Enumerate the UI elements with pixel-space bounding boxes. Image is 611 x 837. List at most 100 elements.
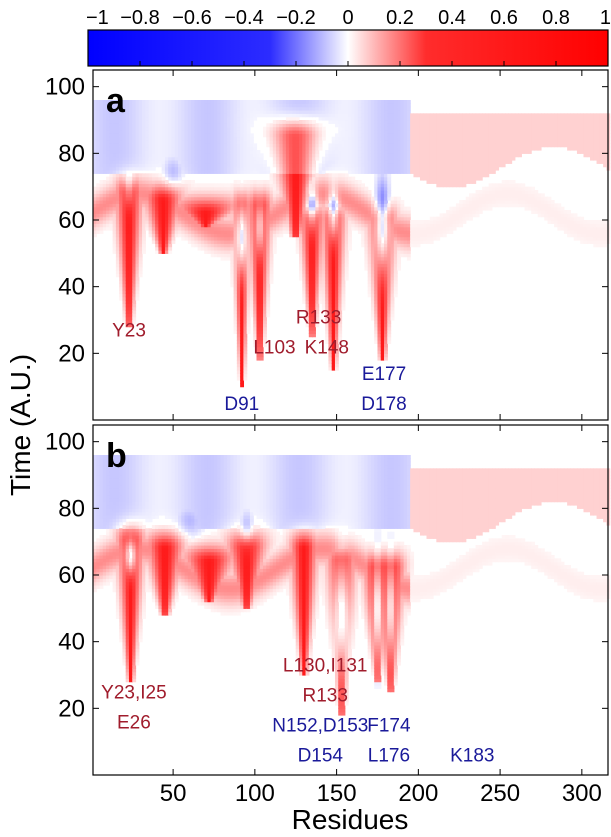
heatmap-cell — [178, 100, 182, 104]
heatmap-cell — [263, 163, 267, 168]
heatmap-cell — [164, 156, 169, 161]
heatmap-cell — [122, 210, 127, 214]
heatmap-cell — [115, 220, 120, 224]
heatmap-cell — [204, 213, 209, 218]
heatmap-cell — [158, 126, 163, 131]
heatmap-cell — [299, 173, 303, 178]
heatmap-cell — [276, 200, 280, 204]
heatmap-cell — [168, 223, 173, 228]
heatmap-cell — [168, 246, 173, 251]
heatmap-cell — [282, 140, 287, 144]
heatmap-cell — [135, 286, 140, 291]
heatmap-cell — [145, 120, 150, 124]
heatmap-cell — [213, 243, 218, 248]
heatmap-cell — [263, 183, 267, 188]
heatmap-cell — [128, 310, 133, 314]
heatmap-cell — [158, 243, 163, 248]
heatmap-cell — [217, 103, 222, 108]
heatmap-cell — [276, 213, 280, 218]
heatmap-cell — [279, 143, 284, 148]
heatmap-cell — [223, 123, 228, 128]
heatmap-cell — [155, 210, 159, 214]
heatmap-cell — [233, 136, 238, 141]
heatmap-cell — [197, 126, 202, 131]
heatmap-cell — [299, 146, 303, 151]
heatmap-cell — [207, 193, 212, 198]
heatmap-cell — [125, 293, 130, 298]
heatmap-cell — [122, 130, 127, 134]
heatmap-cell — [243, 320, 248, 324]
heatmap-cell — [164, 223, 169, 228]
heatmap-cell — [158, 223, 163, 228]
heatmap-cell — [230, 216, 235, 221]
heatmap-cell — [289, 140, 294, 144]
heatmap-cell — [266, 130, 271, 134]
heatmap-cell — [135, 186, 140, 191]
heatmap-cell — [168, 193, 173, 198]
heatmap-cell — [259, 330, 264, 334]
heatmap-cell — [99, 206, 104, 211]
heatmap-cell — [246, 313, 251, 318]
heatmap-cell — [266, 210, 271, 214]
heatmap-cell — [200, 213, 205, 218]
heatmap-cell — [243, 300, 248, 304]
heatmap-cell — [135, 246, 140, 251]
heatmap-cell — [210, 253, 215, 258]
heatmap-cell — [276, 203, 280, 208]
heatmap-cell — [259, 286, 264, 291]
heatmap-cell — [295, 150, 300, 154]
heatmap-cell — [259, 313, 264, 318]
heatmap-cell — [299, 226, 303, 231]
heatmap-cell — [168, 106, 173, 111]
heatmap-cell — [236, 326, 241, 331]
heatmap-cell — [168, 153, 173, 158]
heatmap-cell — [246, 246, 251, 251]
heatmap-cell — [256, 356, 261, 361]
heatmap-cell — [299, 253, 303, 258]
heatmap-cell — [253, 190, 258, 194]
heatmap-cell — [106, 136, 110, 141]
heatmap-cell — [155, 213, 159, 218]
heatmap-cell — [132, 113, 137, 118]
heatmap-cell — [253, 293, 258, 298]
heatmap-cell — [220, 216, 225, 221]
heatmap-cell — [125, 130, 130, 134]
heatmap-cell — [138, 256, 143, 261]
heatmap-cell — [164, 240, 169, 244]
heatmap-cell — [213, 123, 218, 128]
heatmap-cell — [187, 233, 192, 238]
heatmap-cell — [292, 133, 297, 138]
heatmap-cell — [272, 146, 277, 151]
heatmap-cell — [109, 143, 114, 148]
heatmap-cell — [259, 106, 264, 111]
heatmap-cell — [151, 220, 156, 224]
heatmap-cell — [106, 116, 110, 121]
heatmap-cell — [253, 263, 258, 268]
heatmap-cell — [299, 200, 303, 204]
heatmap-cell — [161, 123, 166, 128]
heatmap-cell — [266, 190, 271, 194]
heatmap-cell — [191, 153, 195, 158]
heatmap-cell — [132, 286, 137, 291]
heatmap-cell — [240, 293, 245, 298]
heatmap-cell — [99, 163, 104, 168]
heatmap-cell — [128, 283, 133, 288]
heatmap-cell — [119, 130, 124, 134]
heatmap-cell — [236, 136, 241, 141]
heatmap-cell — [240, 343, 245, 348]
heatmap-cell — [220, 183, 225, 188]
heatmap-cell — [125, 286, 130, 291]
heatmap-cell — [213, 100, 218, 104]
heatmap-cell — [223, 230, 228, 234]
heatmap-cell — [122, 106, 127, 111]
heatmap-cell — [161, 193, 166, 198]
heatmap-cell — [178, 166, 182, 171]
heatmap-cell — [125, 220, 130, 224]
heatmap-cell — [220, 130, 225, 134]
heatmap-cell — [263, 336, 267, 341]
heatmap-cell — [135, 293, 140, 298]
heatmap-cell — [266, 306, 271, 311]
heatmap-cell — [259, 190, 264, 194]
heatmap-cell — [295, 126, 300, 131]
heatmap-cell — [223, 246, 228, 251]
